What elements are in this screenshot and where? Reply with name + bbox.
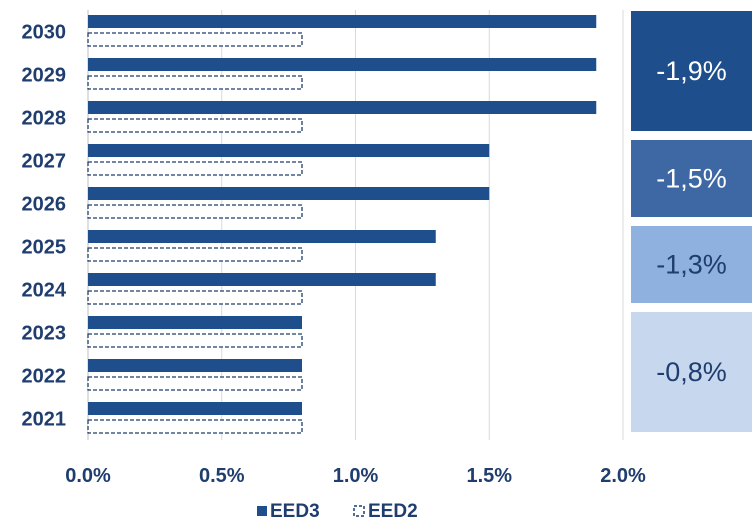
bar-eed2-2026 <box>87 204 303 219</box>
x-tick-labels: 0.0% 0.5% 1.0% 1.5% 2.0% <box>65 465 646 487</box>
reduction-box-label: -0,8% <box>656 357 727 387</box>
year-label-2021: 2021 <box>22 409 67 431</box>
bar-eed2-2024 <box>87 290 303 305</box>
legend-label-eed2: EED2 <box>368 501 418 522</box>
bar-eed2-2023 <box>87 333 303 348</box>
bar-eed2-2025 <box>87 247 303 262</box>
legend: EED3 EED2 <box>257 501 418 522</box>
reduction-box <box>631 312 752 432</box>
bar-eed2-2022 <box>87 376 303 391</box>
bar-eed3-2026 <box>88 187 490 200</box>
year-label-2022: 2022 <box>22 366 67 388</box>
bar-eed2-2028 <box>87 118 303 133</box>
bar-eed2-2021 <box>87 419 303 434</box>
x-tick-label: 0.0% <box>65 465 111 487</box>
reduction-box <box>631 226 752 303</box>
reduction-box-label: -1,3% <box>656 250 727 280</box>
bar-eed3-2025 <box>88 230 436 243</box>
reduction-box <box>631 140 752 217</box>
bar-eed3-2022 <box>88 359 302 372</box>
x-tick-label: 2.0% <box>600 465 646 487</box>
year-labels: 2030 2029 2028 2027 2026 2025 2024 2023 2022 2021 <box>22 22 67 431</box>
year-label-2028: 2028 <box>22 108 67 130</box>
reduction-boxes: -1,9% -1,5% -1,3% -0,8% <box>631 11 752 432</box>
reduction-box-label: -1,5% <box>656 164 727 194</box>
x-tick-label: 0.5% <box>199 465 245 487</box>
year-label-2023: 2023 <box>22 323 67 345</box>
bar-eed2-2027 <box>87 161 303 176</box>
reduction-box-label: -1,9% <box>656 56 727 86</box>
bar-eed3-2024 <box>88 273 436 286</box>
bar-eed3-2030 <box>88 15 597 28</box>
bar-eed3-2021 <box>88 402 302 415</box>
x-tick-label: 1.0% <box>333 465 379 487</box>
legend-swatch-eed3 <box>257 506 267 516</box>
gridlines <box>87 10 624 440</box>
bar-eed3-2029 <box>88 58 597 71</box>
bar-eed2-2030 <box>87 32 303 47</box>
legend-label-eed3: EED3 <box>270 501 320 522</box>
year-label-2024: 2024 <box>22 280 67 302</box>
year-label-2025: 2025 <box>22 237 67 259</box>
year-label-2026: 2026 <box>22 194 67 216</box>
bar-eed2-2029 <box>87 75 303 90</box>
year-label-2030: 2030 <box>22 22 67 44</box>
bar-eed3-2023 <box>88 316 302 329</box>
legend-swatch-eed2 <box>353 505 365 517</box>
bar-eed3-2028 <box>88 101 597 114</box>
year-label-2029: 2029 <box>22 65 67 87</box>
x-tick-label: 1.5% <box>466 465 512 487</box>
bar-eed3-2027 <box>88 144 490 157</box>
reduction-box <box>631 11 752 131</box>
year-label-2027: 2027 <box>22 151 67 173</box>
bars <box>87 15 597 434</box>
